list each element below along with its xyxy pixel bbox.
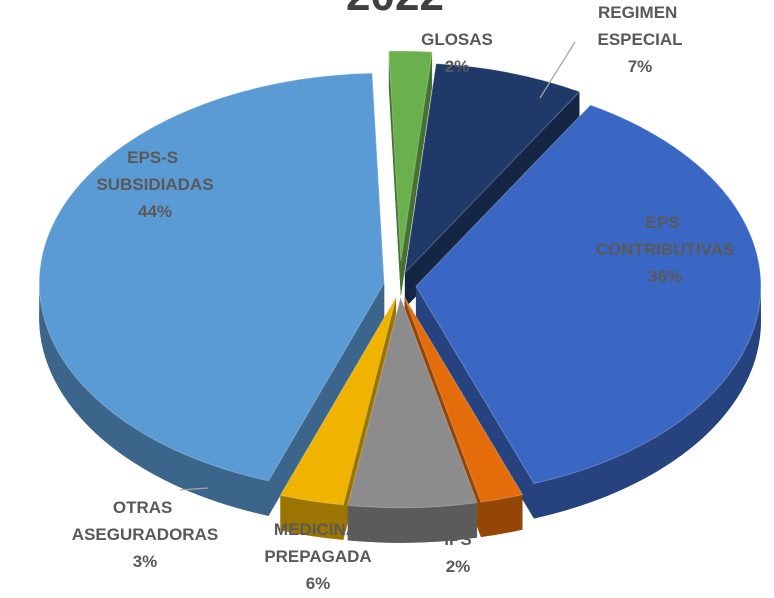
slice-wall: [347, 502, 477, 543]
slice-wall: [39, 283, 269, 516]
slice-label: REGIMEN ESPECIAL: [597, 3, 682, 49]
label-line: EPS: [646, 213, 685, 232]
label-line: MEDICINA: [274, 520, 362, 539]
slice-label: IPS: [444, 530, 471, 549]
label-line: REGIMEN: [598, 3, 682, 22]
slice-wall: [533, 286, 761, 519]
label-line: CONTRIBUTIVAS: [596, 240, 735, 259]
slice-label: GLOSAS: [421, 30, 493, 49]
label-line: EPS-S: [127, 148, 183, 167]
slice: [404, 297, 524, 503]
slice-wall: [280, 495, 344, 540]
label-line: ASEGURADORAS: [72, 525, 218, 544]
leader-line: [539, 41, 576, 99]
value-label: 36%: [648, 267, 682, 286]
label-line: OTRAS: [113, 498, 177, 517]
value-label: 6%: [306, 574, 331, 593]
slice: [404, 63, 581, 275]
slice-wall: [480, 494, 523, 538]
slice-side: [415, 286, 534, 519]
label-line: SUBSIDIADAS: [96, 175, 213, 194]
label-line: ESPECIAL: [597, 30, 682, 49]
slice: [279, 297, 397, 506]
slice: [38, 72, 385, 482]
value-label: 7%: [628, 57, 653, 76]
slice: [388, 50, 433, 262]
value-label: 2%: [445, 57, 470, 76]
slice-label: EPS CONTRIBUTIVAS: [596, 213, 735, 259]
slice-side: [268, 283, 385, 516]
slice-side: [400, 51, 433, 297]
slice-side: [388, 51, 401, 297]
slice-label: OTRAS ASEGURADORAS: [72, 498, 218, 544]
label-line: GLOSAS: [421, 30, 493, 49]
label-line: IPS: [444, 530, 471, 549]
chart-title: 2022: [346, 0, 444, 20]
value-label: 44%: [138, 202, 172, 221]
value-label: 2%: [446, 557, 471, 576]
slice-label: EPS-S SUBSIDIADAS: [96, 148, 213, 194]
slice-label: MEDICINA PREPAGADA: [264, 520, 371, 566]
value-label: 3%: [133, 552, 158, 571]
label-line: PREPAGADA: [264, 547, 371, 566]
leader-line: [179, 487, 209, 491]
slice: [415, 104, 762, 485]
slice: [347, 296, 478, 509]
